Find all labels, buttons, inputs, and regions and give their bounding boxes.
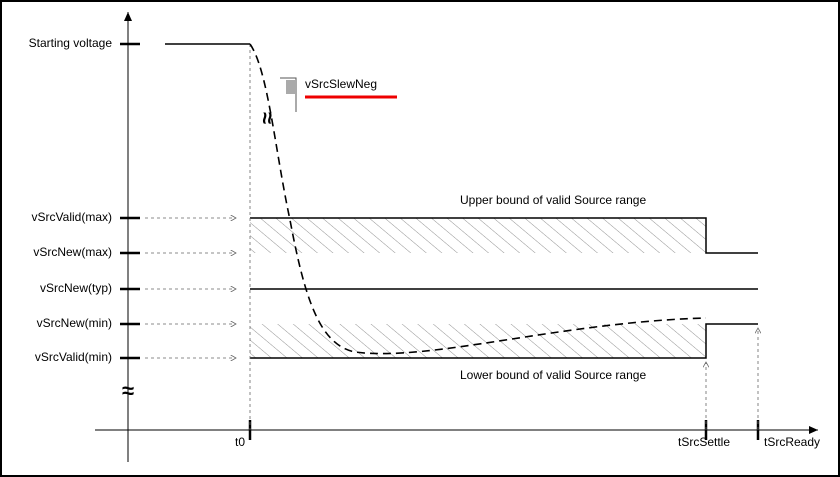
bounds bbox=[165, 43, 758, 359]
time-guides bbox=[249, 44, 758, 430]
voltage-curve bbox=[249, 43, 707, 355]
slew-marker bbox=[286, 80, 295, 94]
y-label: Starting voltage bbox=[29, 36, 113, 50]
lower-band bbox=[250, 324, 706, 358]
x-label: tSrcSettle bbox=[678, 435, 730, 449]
y-label: vSrcValid(max) bbox=[32, 210, 112, 224]
lower-bound-label: Lower bound of valid Source range bbox=[460, 368, 646, 382]
y-ticks bbox=[120, 42, 140, 360]
upper-bound-label: Upper bound of valid Source range bbox=[460, 193, 646, 207]
x-label: tSrcReady bbox=[764, 435, 820, 449]
slew-bracket bbox=[280, 77, 297, 112]
y-label: vSrcValid(min) bbox=[35, 350, 112, 364]
y-label: vSrcNew(min) bbox=[37, 316, 112, 330]
y-label: vSrcNew(max) bbox=[33, 245, 112, 259]
x-label: t0 bbox=[235, 435, 245, 449]
upper-band bbox=[250, 218, 706, 253]
break-symbol: ≈ bbox=[122, 378, 134, 403]
y-label: vSrcNew(typ) bbox=[40, 281, 112, 295]
slew-label: vSrcSlewNeg bbox=[305, 77, 377, 91]
break-symbol: ≈ bbox=[255, 112, 280, 124]
